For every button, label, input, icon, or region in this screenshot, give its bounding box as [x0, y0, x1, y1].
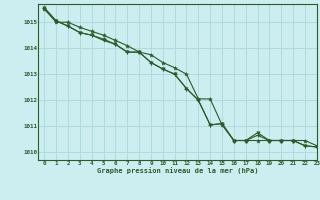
X-axis label: Graphe pression niveau de la mer (hPa): Graphe pression niveau de la mer (hPa): [97, 168, 258, 174]
